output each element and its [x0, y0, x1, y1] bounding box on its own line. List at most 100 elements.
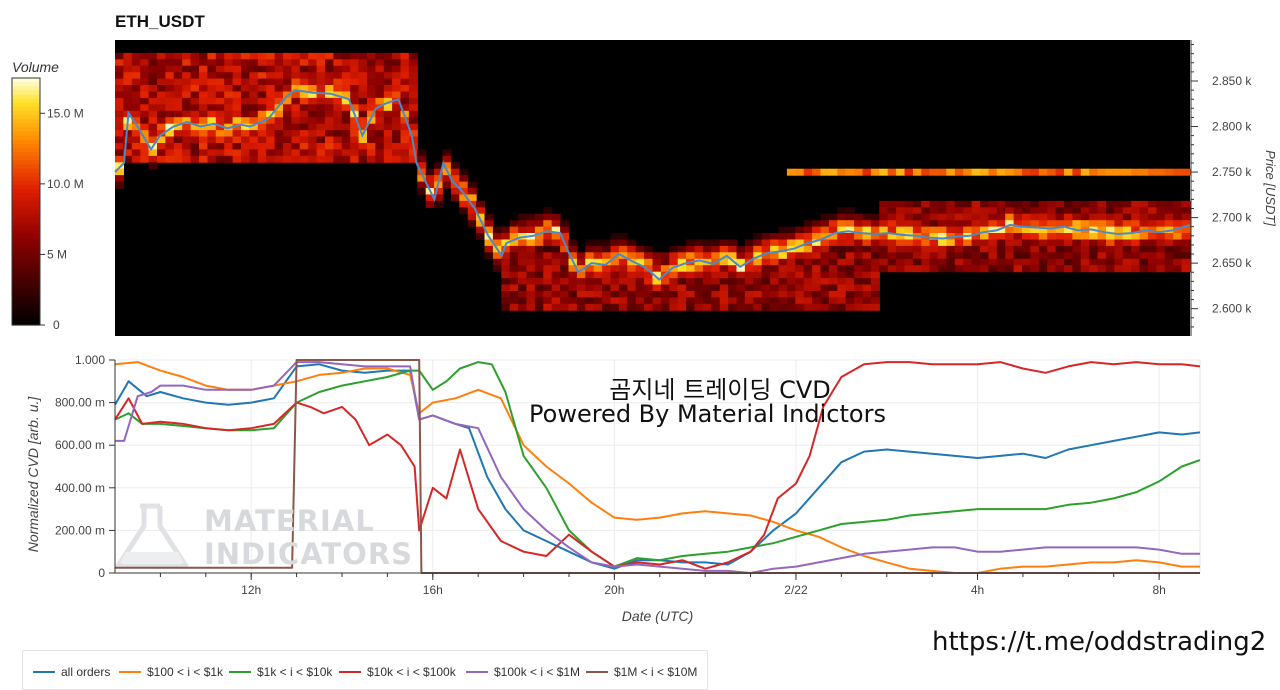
heatmap-cell: [1131, 258, 1141, 266]
heatmap-cell: [299, 155, 309, 163]
heatmap-cell: [912, 258, 922, 266]
colorbar-segment: [12, 255, 40, 260]
heatmap-cell: [862, 239, 872, 247]
heatmap-cell: [257, 143, 267, 150]
heatmap-cell: [1181, 220, 1191, 228]
legend-item[interactable]: $1M < i < $10M: [586, 665, 697, 679]
heatmap-cell: [719, 291, 729, 298]
heatmap-cell: [870, 258, 880, 266]
heatmap-cell: [224, 149, 234, 157]
price-tick-label: 2.650 k: [1212, 256, 1252, 270]
heatmap-cell: [753, 252, 763, 260]
heatmap-cell: [283, 130, 292, 138]
legend-item[interactable]: $100k < i < $1M: [466, 665, 580, 679]
telegram-link[interactable]: https://t.me/oddstrading2: [932, 627, 1267, 657]
heatmap-cell: [291, 136, 301, 144]
heatmap-cell: [257, 59, 267, 67]
legend-item[interactable]: $10k < i < $100k: [339, 665, 456, 679]
heatmap-cell: [1064, 245, 1073, 253]
heatmap-cell: [358, 97, 368, 105]
heatmap-cell: [543, 213, 553, 221]
heatmap-cell: [1139, 213, 1149, 221]
heatmap-cell: [215, 143, 225, 150]
heatmap-cell: [358, 155, 368, 163]
heatmap-cell: [526, 265, 536, 273]
heatmap-cell: [870, 303, 880, 311]
legend-item[interactable]: $1k < i < $10k: [229, 665, 332, 679]
heatmap-cell: [963, 220, 973, 228]
heatmap-cell: [1097, 239, 1107, 247]
heatmap-cell: [501, 271, 511, 279]
heatmap-cell: [182, 136, 192, 144]
heatmap-cell: [207, 117, 217, 125]
legend-item[interactable]: $100 < i < $1k: [119, 665, 223, 679]
heatmap-cell: [929, 200, 939, 208]
heatmap-cell: [786, 303, 796, 311]
heatmap-cell: [602, 297, 612, 305]
heatmap-cell: [879, 200, 889, 208]
legend-item[interactable]: all orders: [33, 665, 110, 679]
heatmap-cell: [954, 168, 964, 176]
heatmap-cell: [291, 123, 301, 131]
heatmap-cell: [341, 110, 351, 118]
heatmap-cell: [115, 117, 124, 125]
heatmap-cell: [1064, 265, 1073, 273]
heatmap-cell: [266, 97, 276, 105]
heatmap-cell: [1038, 226, 1048, 234]
heatmap-cell: [215, 97, 225, 105]
heatmap-cell: [341, 149, 351, 157]
heatmap-cell: [669, 265, 679, 273]
heatmap-cell: [341, 85, 351, 92]
heatmap-cell: [728, 265, 738, 273]
heatmap-cell: [350, 149, 360, 157]
heatmap-cell: [896, 220, 906, 228]
heatmap-cell: [425, 168, 435, 176]
heatmap-cell: [711, 252, 721, 260]
heatmap-cell: [467, 220, 477, 228]
heatmap-cell: [1148, 245, 1157, 253]
heatmap-cell: [837, 252, 847, 260]
heatmap-cell: [123, 136, 133, 144]
heatmap-cell: [283, 59, 292, 67]
heatmap-cell: [367, 59, 376, 67]
heatmap-cell: [316, 59, 326, 67]
heatmap-cell: [140, 97, 150, 105]
heatmap-cell: [383, 149, 393, 157]
heatmap-cell: [921, 213, 931, 221]
heatmap-cell: [1013, 252, 1023, 260]
heatmap-cell: [753, 303, 763, 311]
heatmap-cell: [1089, 207, 1099, 215]
heatmap-cell: [820, 226, 830, 234]
heatmap-cell: [862, 226, 872, 234]
heatmap-cell: [257, 97, 267, 105]
heatmap-cell: [786, 258, 796, 266]
heatmap-cell: [207, 52, 217, 60]
legend-label: $10k < i < $100k: [367, 665, 456, 679]
heatmap-cell: [165, 85, 175, 92]
heatmap-cell: [854, 233, 864, 240]
heatmap-cell: [115, 91, 124, 99]
heatmap-cell: [828, 226, 838, 234]
heatmap-cell: [1022, 200, 1031, 208]
heatmap-cell: [182, 72, 192, 80]
heatmap-cell: [593, 271, 603, 279]
heatmap-cell: [820, 303, 830, 311]
heatmap-cell: [1181, 213, 1191, 221]
heatmap-cell: [350, 136, 360, 144]
heatmap-cell: [593, 284, 603, 292]
heatmap-cell: [887, 213, 897, 221]
heatmap-cell: [711, 271, 721, 279]
heatmap-cell: [131, 104, 141, 112]
heatmap-cell: [677, 297, 687, 305]
heatmap-cell: [375, 155, 385, 163]
heatmap-cell: [299, 149, 309, 157]
heatmap-cell: [904, 207, 914, 215]
heatmap-cell: [1122, 168, 1132, 176]
heatmap-cell: [1089, 220, 1099, 228]
heatmap-cell: [1072, 265, 1082, 273]
heatmap-cell: [702, 284, 712, 292]
heatmap-cell: [157, 104, 166, 112]
heatmap-cell: [1131, 245, 1141, 253]
heatmap-cell: [1106, 239, 1115, 247]
heatmap-cell: [753, 297, 763, 305]
